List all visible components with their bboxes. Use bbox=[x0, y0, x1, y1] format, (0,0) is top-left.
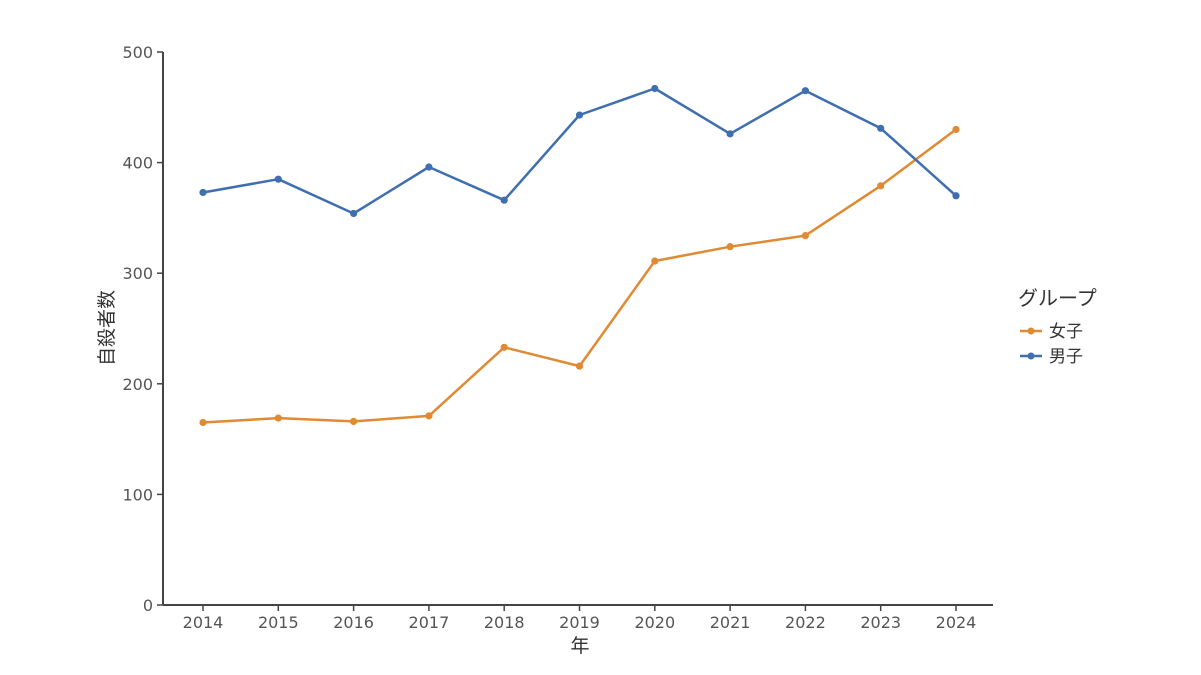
series-male bbox=[199, 84, 960, 218]
legend: グループ 女子 男子 bbox=[1018, 286, 1097, 367]
x-tick-label: 2015 bbox=[258, 613, 299, 632]
y-tick-label: 200 bbox=[122, 375, 153, 394]
data-point-female bbox=[801, 231, 810, 240]
data-point-female bbox=[651, 257, 659, 265]
data-point-male bbox=[651, 84, 659, 93]
data-point-male bbox=[952, 192, 960, 200]
legend-label-female: 女子 bbox=[1049, 322, 1083, 342]
legend-title: グループ bbox=[1018, 286, 1097, 310]
x-tick-label: 2019 bbox=[559, 613, 600, 632]
data-point-female bbox=[575, 362, 584, 370]
legend-label-male: 男子 bbox=[1049, 347, 1083, 367]
data-point-male bbox=[500, 196, 508, 204]
x-tick-label: 2016 bbox=[333, 613, 374, 632]
data-point-male bbox=[726, 130, 734, 138]
data-point-female bbox=[726, 243, 734, 251]
x-tick-label: 2017 bbox=[409, 613, 450, 632]
series-female bbox=[199, 125, 960, 427]
y-tick-label: 500 bbox=[122, 43, 153, 62]
data-point-female bbox=[425, 412, 433, 420]
data-point-male bbox=[199, 188, 207, 197]
legend-marker-female bbox=[1027, 327, 1035, 335]
data-point-male bbox=[575, 111, 584, 119]
x-ticks: 2014 2015 2016 2017 2018 2019 2020 2021 2022 2023… bbox=[183, 605, 977, 632]
data-point-female bbox=[199, 418, 207, 427]
data-point-female bbox=[350, 417, 358, 426]
data-point-female bbox=[500, 343, 508, 351]
data-point-male bbox=[877, 124, 885, 132]
y-tick-label: 0 bbox=[143, 596, 153, 615]
x-tick-label: 2024 bbox=[936, 613, 977, 632]
x-tick-label: 2023 bbox=[860, 613, 901, 632]
data-point-male bbox=[425, 163, 433, 171]
series-layer bbox=[199, 84, 960, 427]
data-point-female bbox=[952, 125, 960, 134]
data-point-male bbox=[801, 87, 810, 95]
y-ticks: 0 100 200 300 400 500 bbox=[122, 43, 163, 615]
x-tick-label: 2022 bbox=[785, 613, 826, 632]
series-line-female bbox=[201, 128, 958, 424]
legend-item-female: 女子 bbox=[1020, 322, 1083, 342]
y-tick-label: 300 bbox=[122, 264, 153, 283]
y-axis-title: 自殺者数 bbox=[96, 290, 118, 366]
x-axis-title: 年 bbox=[570, 635, 589, 657]
x-tick-label: 2021 bbox=[710, 613, 751, 632]
data-point-male bbox=[350, 209, 358, 218]
data-point-male bbox=[274, 175, 282, 183]
data-point-female bbox=[274, 414, 282, 422]
x-tick-label: 2014 bbox=[183, 613, 224, 632]
y-tick-label: 100 bbox=[122, 485, 153, 504]
series-line-male bbox=[201, 87, 958, 215]
legend-item-male: 男子 bbox=[1020, 347, 1083, 367]
legend-marker-male bbox=[1027, 352, 1035, 360]
data-point-female bbox=[877, 182, 885, 190]
x-tick-label: 2020 bbox=[634, 613, 675, 632]
x-tick-label: 2018 bbox=[484, 613, 525, 632]
y-tick-label: 400 bbox=[122, 154, 153, 173]
